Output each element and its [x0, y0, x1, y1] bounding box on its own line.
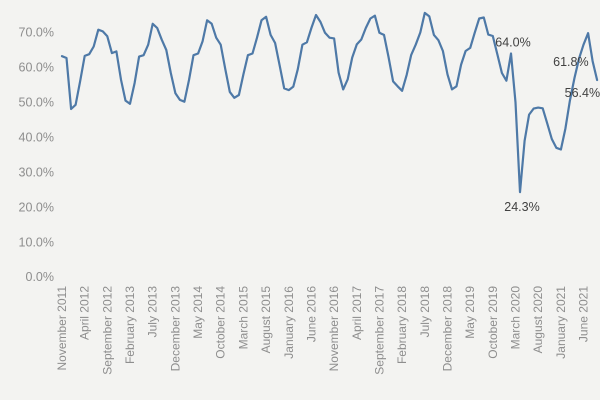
y-axis-tick-label: 60.0%	[19, 61, 54, 75]
x-axis-tick-label: July 2013	[146, 286, 160, 338]
trend-line[interactable]	[60, 11, 599, 194]
x-axis-tick-label: December 2013	[168, 286, 182, 372]
y-axis-tick-label: 50.0%	[19, 96, 54, 110]
x-axis-tick-label: May 2014	[191, 286, 205, 339]
data-point-label: 64.0%	[495, 36, 530, 50]
data-point-label: 56.4%	[565, 86, 600, 100]
x-axis-tick-label: October 2019	[486, 286, 500, 359]
x-axis-tick-label: September 2012	[100, 286, 114, 375]
x-axis-tick-label: August 2020	[531, 286, 545, 354]
y-axis-tick-label: 10.0%	[19, 235, 54, 249]
y-axis-tick-label: 40.0%	[19, 131, 54, 145]
x-axis-tick-label: December 2018	[441, 286, 455, 372]
y-axis-tick-label: 30.0%	[19, 165, 54, 179]
y-axis-tick-label: 0.0%	[26, 270, 55, 284]
x-axis-tick-label: July 2018	[418, 286, 432, 338]
x-axis-tick-label: January 2016	[282, 286, 296, 359]
x-axis-tick-label: March 2015	[236, 286, 250, 350]
y-axis-tick-label: 20.0%	[19, 200, 54, 214]
x-axis-tick-label: February 2018	[395, 286, 409, 364]
x-axis-tick-label: November 2016	[327, 286, 341, 372]
data-point-label: 61.8%	[553, 55, 588, 69]
x-axis-tick-label: June 2016	[304, 286, 318, 342]
x-axis-tick-label: January 2021	[554, 286, 568, 359]
x-axis-tick-label: April 2017	[350, 286, 364, 340]
x-axis-tick-label: August 2015	[259, 286, 273, 354]
x-axis-tick-label: September 2017	[372, 286, 386, 375]
x-axis-tick-label: November 2011	[55, 286, 69, 371]
x-axis-tick-label: May 2019	[463, 286, 477, 339]
x-axis-tick-label: April 2012	[78, 286, 92, 340]
x-axis-tick-label: February 2013	[123, 286, 137, 364]
data-point-label: 24.3%	[504, 200, 539, 214]
x-axis-tick-label: March 2020	[509, 286, 523, 350]
x-axis-tick-label: June 2021	[577, 286, 591, 342]
x-axis-tick-label: October 2014	[214, 286, 228, 359]
y-axis-tick-label: 70.0%	[19, 26, 54, 40]
